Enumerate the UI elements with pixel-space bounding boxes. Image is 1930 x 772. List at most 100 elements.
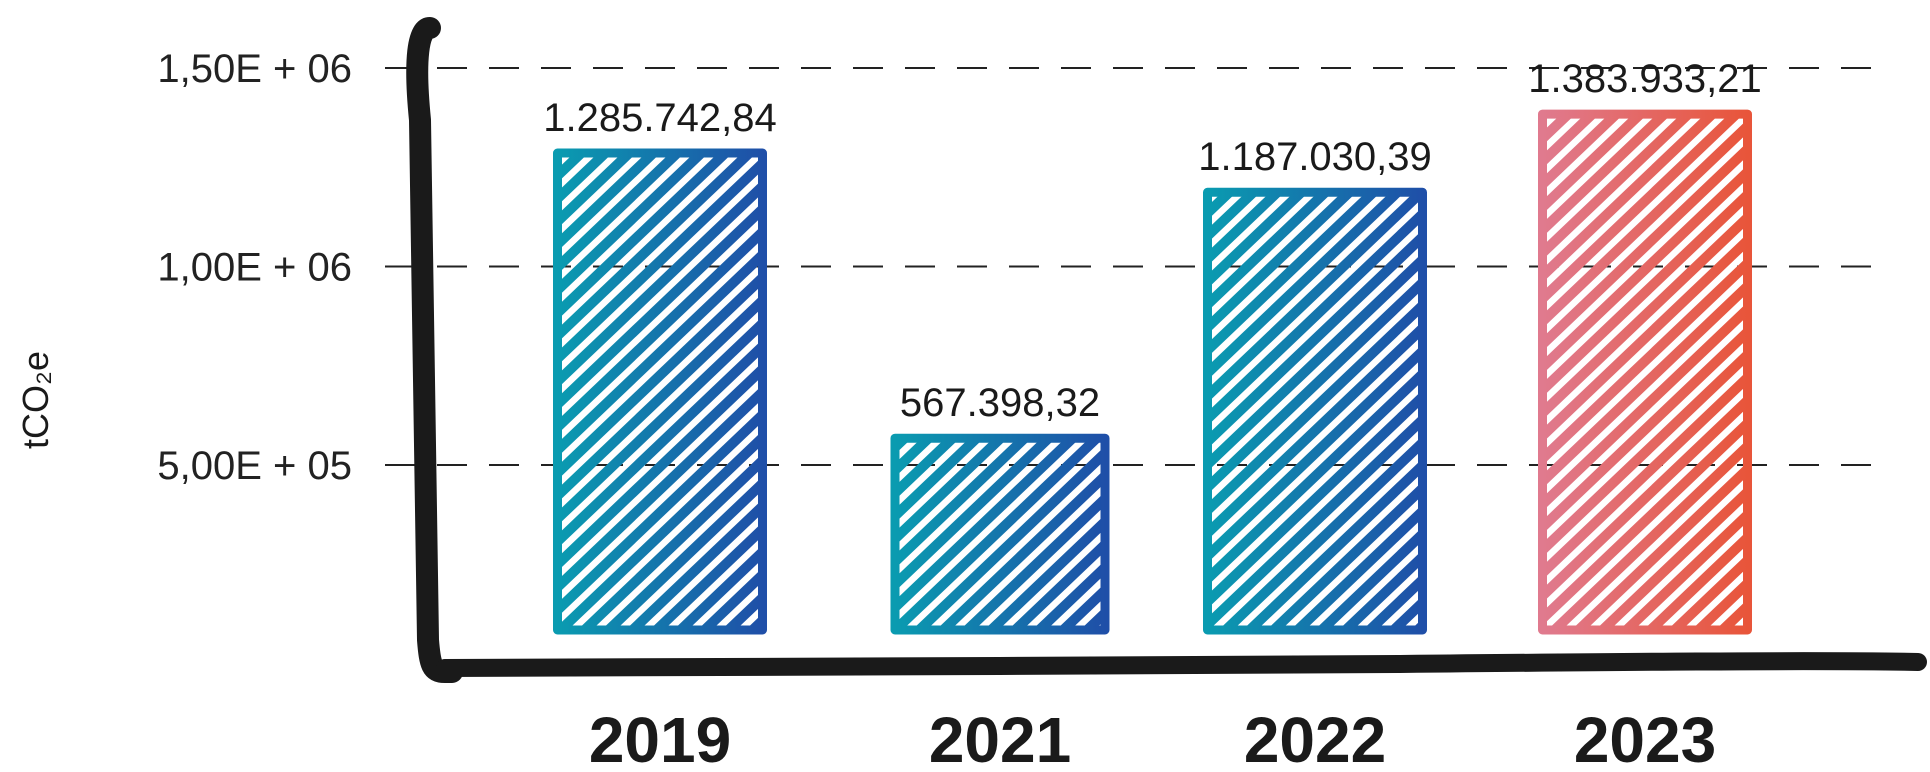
bar-hatch-stroke [557,293,763,503]
bar-hatch-stroke [579,453,763,630]
bar-hatch-stroke [1542,416,1748,626]
bar-hatch-stroke [895,438,1054,592]
bar-hatch-stroke [1220,435,1423,630]
bar-hatch-stroke [1802,192,1930,630]
bar [553,148,767,635]
labels: tCO₂e 5,00E + 05 1,00E + 06 1,50E + 06 1.28… [15,47,1762,772]
bar-hatch-stroke [1268,481,1423,630]
bar-hatch-stroke [557,339,763,549]
bar-hatch-stroke [1771,114,1930,630]
bar-hatch-stroke [557,153,731,320]
y-axis-title: tCO₂e [15,351,56,449]
bar [1203,187,1930,635]
bar-hatch-stroke [557,362,763,572]
bar-hatch-stroke [557,316,763,526]
bar-hatch-stroke [1207,192,1403,380]
bar-hatch-stroke [1207,192,1423,403]
bar-hatch-stroke [1621,507,1748,631]
bar-hatch-stroke [557,385,763,595]
bar-hatch-stroke [914,446,1105,630]
bar-hatch-stroke [1542,114,1670,237]
x-tick-label: 2023 [1574,704,1716,767]
bar-hatch-stroke [557,270,763,480]
bar-hatch-stroke [1542,325,1748,535]
bar-hatch-stroke [895,438,958,500]
bars [553,109,1930,635]
bar-hatch-stroke [1010,537,1105,630]
bar-hatch-stroke [895,438,1102,630]
bar-hatch-stroke [1207,298,1423,518]
bar-hatch-stroke [1542,114,1742,306]
bar-hatch-stroke [1542,142,1748,352]
bar-hatch-stroke [557,153,611,206]
bar-hatch-stroke [1207,192,1307,289]
bar-outline [1538,109,1752,635]
bar-hatch-stroke [895,438,1078,615]
data-label: 1.383.933,21 [1528,57,1762,101]
y-tick-label: 1,00E + 06 [157,246,352,290]
bar-hatch-stroke [895,438,1006,546]
bar-hatch-stroke [1207,192,1355,335]
bar-hatch-stroke [895,438,1030,569]
bar-hatch-stroke [1542,347,1748,557]
bar-hatch-stroke [557,247,763,457]
bar-hatch-stroke [1542,302,1748,512]
x-tick-label: 2019 [589,704,731,767]
bar-hatch-stroke [1207,229,1423,449]
bar-hatch-stroke [1819,114,1930,630]
bar-hatch-stroke [557,153,707,297]
bar-hatch-stroke [557,153,683,275]
bar-hatch-stroke [1645,530,1748,631]
bar-hatch-stroke [1207,389,1423,609]
bar-hatch-stroke [1730,192,1930,630]
axes [406,17,1927,683]
bar-outline [1203,187,1427,635]
bar-hatch-stroke [1717,599,1748,631]
x-tick-label: 2021 [929,704,1071,767]
bar-hatch-stroke [1778,192,1930,630]
bar-hatch-stroke [1826,192,1930,630]
bar-hatch-stroke [1542,279,1748,489]
bar-hatch-stroke [1207,192,1331,312]
bar-hatch-stroke [1207,412,1423,630]
bar-hatch-stroke [1549,439,1748,631]
data-label: 567.398,32 [900,381,1100,425]
bar-outline [890,433,1110,635]
bar-hatch-stroke [1542,370,1748,580]
bar-hatch-stroke [1207,207,1423,426]
x-tick-label: 2022 [1244,704,1386,767]
bar-hatch-stroke [1915,114,1930,630]
x-axis-line [436,652,1927,677]
bar-hatch-stroke [557,407,763,617]
bar-hatch-stroke [1034,560,1105,630]
bar-hatch-stroke [1542,119,1748,329]
bar-hatch-stroke [1542,233,1748,443]
bar-hatch-stroke [1573,462,1748,631]
bar-hatch-stroke [1542,210,1748,420]
bar-hatch-stroke [1207,275,1423,495]
bar-hatch-stroke [557,202,763,412]
data-label: 1.285.742,84 [543,96,777,140]
bar-hatch-stroke [1292,504,1423,630]
y-axis-line [406,17,463,683]
y-tick-label: 5,00E + 05 [157,444,352,488]
bar-outline [553,148,767,635]
bar-hatch-stroke [1891,114,1930,630]
bar-hatch-stroke [1597,485,1748,631]
bar-hatch-stroke [1542,114,1694,260]
bar-hatch-stroke [1867,114,1930,630]
bar-hatch-stroke [557,156,763,366]
bar-hatch-stroke [1795,114,1930,630]
bar-hatch-stroke [557,153,659,252]
bar-hatch-stroke [938,469,1105,630]
bar [1538,109,1930,635]
bar-hatch-stroke [986,514,1105,630]
bar-hatch-stroke [1207,321,1423,540]
bar-hatch-stroke [962,491,1105,630]
bar-hatch-stroke [1207,252,1423,472]
bar-hatch-stroke [1542,114,1718,283]
bar-hatch-stroke [557,179,763,389]
bar-hatch-stroke [651,522,763,630]
